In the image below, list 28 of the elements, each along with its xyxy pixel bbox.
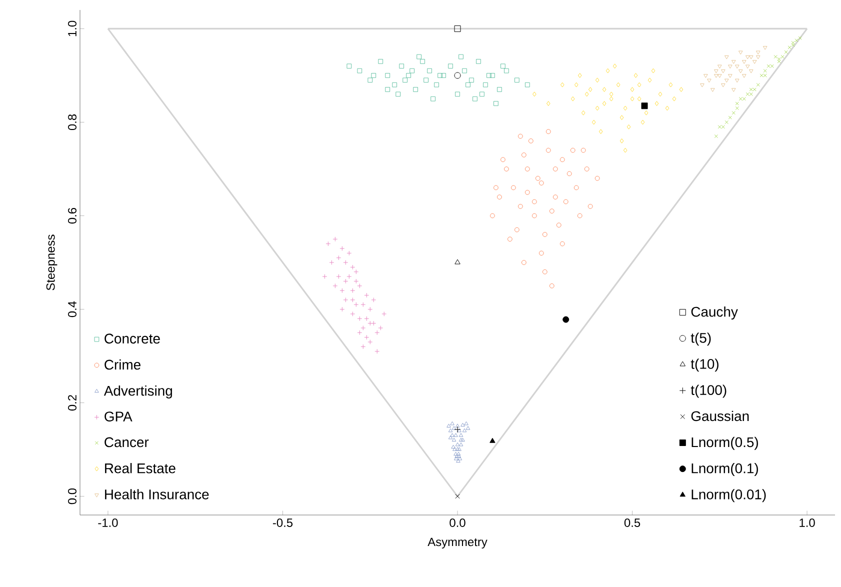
legend-label: Lnorm(0.1) bbox=[692, 463, 758, 476]
legend-label: Lnorm(0.01) bbox=[692, 489, 766, 502]
y-tick-label: 0.6 bbox=[68, 208, 76, 224]
legend-label: Cancer bbox=[104, 437, 149, 448]
legend-label: Cauchy bbox=[691, 306, 738, 320]
x-axis-title: Asymmetry bbox=[428, 538, 488, 549]
legend-label: Real Estate bbox=[105, 463, 176, 474]
x-tick-label: 0.5 bbox=[624, 518, 640, 527]
legend-label: Concrete bbox=[104, 334, 160, 344]
legend-label: Lnorm(0.5) bbox=[692, 436, 758, 450]
y-axis-title: Steepness bbox=[46, 234, 58, 290]
legend-label: t(5) bbox=[690, 332, 711, 346]
legend-label: GPA bbox=[104, 412, 132, 422]
legend-label: Crime bbox=[104, 359, 140, 370]
legend-label: Advertising bbox=[104, 386, 172, 398]
y-tick-label: 1.0 bbox=[68, 20, 76, 36]
y-tick-label: 0.0 bbox=[68, 488, 76, 504]
legend-label: Health Insurance bbox=[105, 489, 209, 500]
x-tick-label: 1.0 bbox=[800, 518, 815, 527]
x-tick-label: -0.5 bbox=[272, 518, 293, 527]
y-tick-label: 0.2 bbox=[68, 395, 76, 411]
legend-label: t(100) bbox=[690, 384, 726, 398]
x-tick-label: -1.0 bbox=[98, 518, 118, 527]
y-tick-label: 0.8 bbox=[68, 114, 76, 130]
y-tick-label: 0.4 bbox=[68, 301, 76, 318]
x-tick-label: 0.0 bbox=[450, 518, 466, 527]
legend-label: Gaussian bbox=[691, 410, 749, 422]
legend-label: t(10) bbox=[690, 358, 718, 372]
